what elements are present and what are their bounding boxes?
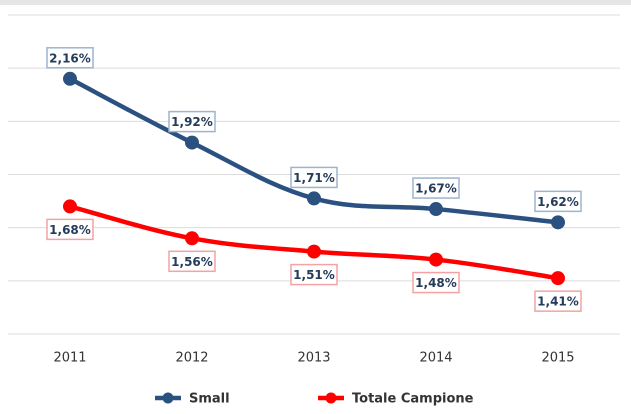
label-box	[168, 110, 216, 133]
point	[63, 199, 77, 214]
data-label: 2,16%	[49, 51, 91, 65]
label-box	[412, 177, 460, 199]
legend-label: Small	[189, 392, 230, 407]
data-label: 1,67%	[415, 182, 457, 196]
label-box	[534, 190, 582, 213]
data-label: 1,68%	[49, 223, 91, 237]
point	[307, 191, 321, 206]
x-tick-label: 2012	[175, 351, 208, 366]
data-label: 1,56%	[171, 255, 213, 269]
point	[551, 271, 565, 286]
point	[551, 215, 565, 230]
label-box	[412, 271, 460, 294]
legend-marker	[162, 392, 174, 404]
label-box	[46, 47, 94, 69]
point	[429, 252, 443, 267]
legend-label: Totale Campione	[352, 392, 474, 407]
label-box	[168, 250, 216, 273]
point	[63, 71, 77, 86]
x-tick-label: 2013	[297, 351, 330, 366]
legend-marker	[325, 392, 337, 404]
point	[185, 231, 199, 246]
top-strip	[0, 0, 631, 5]
data-label: 1,48%	[415, 276, 457, 290]
point	[429, 202, 443, 217]
label-box	[46, 218, 94, 241]
x-tick-label: 2015	[541, 351, 574, 366]
label-box	[290, 263, 338, 286]
x-tick-label: 2014	[419, 351, 452, 366]
point	[185, 135, 199, 150]
data-label: 1,51%	[293, 268, 335, 282]
data-label: 1,62%	[537, 195, 579, 209]
data-label: 1,71%	[293, 171, 335, 185]
label-box	[290, 166, 338, 189]
label-box	[534, 290, 582, 312]
data-label: 1,92%	[171, 115, 213, 129]
x-tick-label: 2011	[53, 351, 86, 366]
point	[307, 244, 321, 259]
data-label: 1,41%	[537, 295, 579, 309]
